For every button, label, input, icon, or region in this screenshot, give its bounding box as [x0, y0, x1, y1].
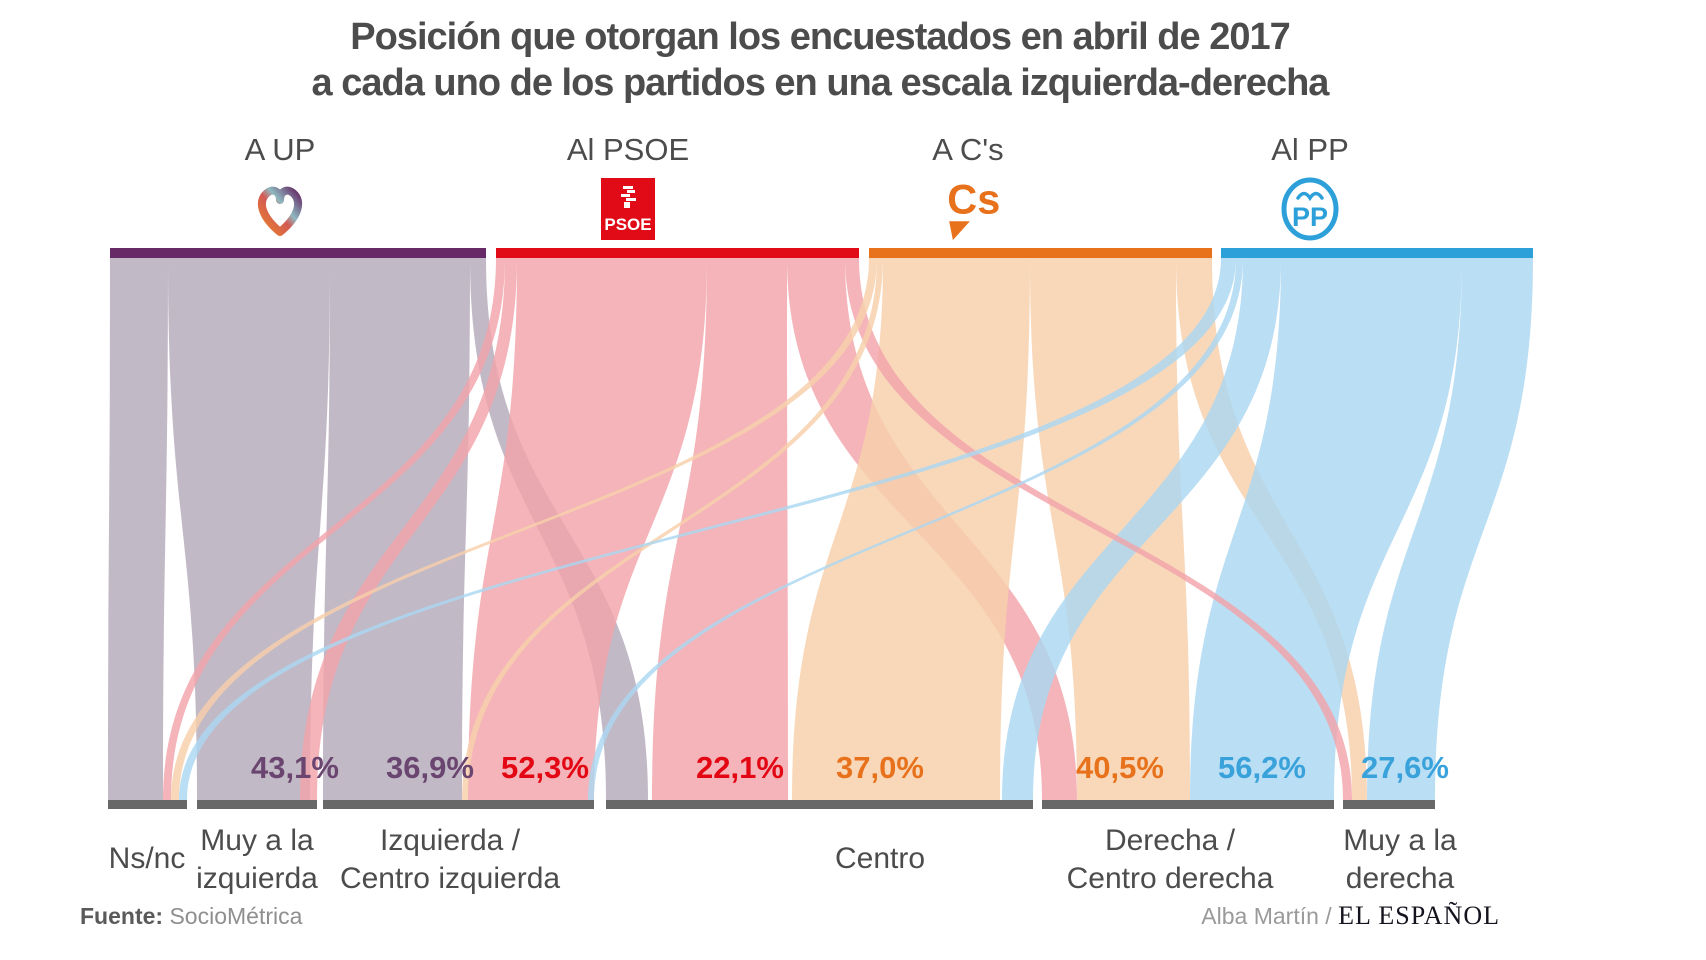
- percent-label-cs-4: 37,0%: [836, 750, 924, 785]
- bottom-bar-centro: [606, 800, 1033, 809]
- flow-band-cs-centro: [792, 258, 1030, 800]
- flow-band-up-izquierda: [323, 258, 470, 800]
- bottom-bar-derecha: [1042, 800, 1334, 809]
- category-label-centro: Centro: [835, 840, 925, 878]
- category-label-derecha: Derecha / Centro derecha: [1067, 822, 1274, 898]
- chart-title-line2: a cada uno de los partidos en una escala…: [311, 62, 1330, 104]
- top-bar-pp: [1221, 248, 1533, 258]
- category-label-line: Centro: [834, 842, 926, 875]
- chart-title: Posición que otorgan los encuestados en …: [0, 14, 1640, 106]
- party-label-up: A UP: [244, 132, 316, 167]
- svg-text:PSOE: PSOE: [604, 215, 651, 234]
- flow-band-cs-derecha: [1030, 258, 1190, 800]
- party-header-psoe: Al PSOE PSOE: [498, 132, 758, 242]
- flow-band-pp-derecha: [1190, 258, 1462, 800]
- source-prefix: Fuente:: [80, 903, 164, 929]
- flow-band-cs-izquierda: [462, 258, 883, 800]
- up-heart-icon: [258, 186, 302, 236]
- category-label-line: derecha: [1345, 862, 1455, 895]
- bottom-bar-izquierda: [323, 800, 594, 809]
- party-header-cs: A C's Cs: [838, 132, 1098, 242]
- percent-label-up-0: 43,1%: [251, 750, 339, 785]
- flow-band-up-muy-izquierda: [168, 258, 330, 800]
- category-label-nsnc: Ns/nc: [109, 840, 186, 878]
- percent-label-psoe-2: 52,3%: [501, 750, 589, 785]
- author-credit: Alba Martín / EL ESPAÑOL: [1201, 901, 1500, 931]
- pp-logo-icon: PP: [1281, 177, 1339, 241]
- author-name: Alba Martín /: [1201, 903, 1332, 929]
- percent-label-pp-6: 56,2%: [1218, 750, 1306, 785]
- party-label-pp: Al PP: [1271, 132, 1349, 167]
- flow-band-pp-centro: [1002, 258, 1281, 800]
- cs-logo-icon: Cs: [947, 176, 1000, 241]
- party-label-psoe: Al PSOE: [566, 132, 690, 167]
- flow-band-pp-izquierda: [588, 258, 1243, 800]
- party-label-cs: A C's: [932, 132, 1004, 167]
- category-label-muy-izquierda: Muy a la izquierda: [196, 822, 318, 898]
- flow-band-psoe-izquierda: [468, 258, 707, 800]
- category-label-line: Centro izquierda: [339, 862, 561, 895]
- flow-band-cs-nsnc: [171, 258, 877, 800]
- category-label-izquierda: Izquierda / Centro izquierda: [340, 822, 560, 898]
- flow-band-pp-muy-derecha: [1367, 258, 1533, 800]
- category-label-line: Muy a la: [1343, 824, 1457, 857]
- brand-logo: EL ESPAÑOL: [1338, 901, 1500, 930]
- flow-band-pp-nsnc: [179, 258, 1236, 800]
- top-bar-psoe: [496, 248, 859, 258]
- bottom-bar-muy-derecha: [1343, 800, 1435, 809]
- category-label-line: Izquierda /: [379, 824, 521, 857]
- top-bar-up: [110, 248, 486, 258]
- party-header-up: A UP: [150, 132, 410, 242]
- category-label-muy-derecha: Muy a la derecha: [1343, 822, 1456, 898]
- psoe-logo-icon: PSOE: [601, 178, 655, 240]
- party-header-pp: Al PP PP: [1180, 132, 1440, 242]
- percent-label-cs-5: 40,5%: [1076, 750, 1164, 785]
- flow-band-up-nsnc: [108, 258, 168, 800]
- percent-label-up-1: 36,9%: [386, 750, 474, 785]
- source-credit: Fuente: SocioMétrica: [80, 903, 302, 930]
- chart-title-line1: Posición que otorgan los encuestados en …: [350, 16, 1291, 58]
- source-name: SocioMétrica: [169, 903, 303, 929]
- category-label-line: Ns/nc: [108, 842, 186, 875]
- percent-label-psoe-3: 22,1%: [696, 750, 784, 785]
- svg-text:Cs: Cs: [947, 176, 1000, 223]
- bottom-bar-nsnc: [108, 800, 187, 809]
- flow-band-psoe-nsnc: [163, 258, 505, 800]
- category-label-line: Muy a la: [200, 824, 314, 857]
- category-label-line: izquierda: [196, 862, 318, 895]
- flow-band-psoe-muy-derecha: [845, 258, 1352, 800]
- svg-text:PP: PP: [1292, 202, 1328, 232]
- flow-band-psoe-centro: [652, 258, 788, 800]
- flow-band-psoe-muy-izquierda: [300, 258, 517, 800]
- category-label-line: Derecha /: [1104, 824, 1236, 857]
- category-label-line: Centro derecha: [1066, 862, 1274, 895]
- percent-label-pp-7: 27,6%: [1361, 750, 1449, 785]
- top-bar-cs: [869, 248, 1212, 258]
- bottom-bar-muy-izquierda: [197, 800, 317, 809]
